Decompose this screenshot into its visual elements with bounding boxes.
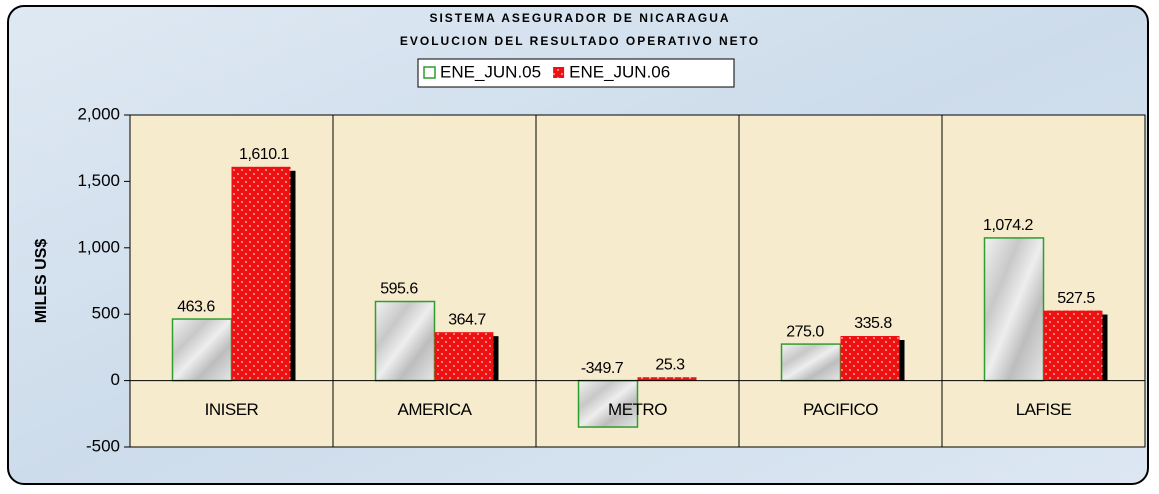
value-label: 364.7 xyxy=(448,311,486,328)
value-label: 275.0 xyxy=(786,323,824,340)
bar xyxy=(780,343,842,382)
value-label: 527.5 xyxy=(1057,290,1095,307)
x-tick-label: METRO xyxy=(608,400,667,419)
bar xyxy=(374,300,436,382)
y-tick-label: 500 xyxy=(92,304,120,323)
bar xyxy=(983,237,1045,382)
value-label: 335.8 xyxy=(854,315,892,332)
chart-title: SISTEMA ASEGURADOR DE NICARAGUA xyxy=(429,11,730,25)
x-tick-label: AMERICA xyxy=(398,400,473,419)
bar xyxy=(434,332,494,381)
value-label: 25.3 xyxy=(655,356,685,373)
legend xyxy=(417,58,735,88)
x-tick-label: PACIFICO xyxy=(803,400,878,419)
value-label: 595.6 xyxy=(380,281,418,298)
value-label: -349.7 xyxy=(581,360,624,377)
y-axis-label: MILES US$ xyxy=(33,239,50,324)
bar xyxy=(577,379,639,428)
legend-label: ENE_JUN.06 xyxy=(569,62,670,81)
legend-label: ENE_JUN.05 xyxy=(440,62,541,81)
bar xyxy=(1043,310,1103,381)
bar xyxy=(840,336,900,381)
legend-swatch xyxy=(423,66,436,79)
chart-subtitle: EVOLUCION DEL RESULTADO OPERATIVO NETO xyxy=(400,34,760,48)
legend-swatch xyxy=(553,67,565,78)
bar xyxy=(637,377,697,381)
value-label: 1,610.1 xyxy=(239,146,289,163)
value-label: 463.6 xyxy=(177,298,215,315)
y-tick-label: 1,500 xyxy=(77,171,120,190)
x-tick-label: LAFISE xyxy=(1016,400,1072,419)
y-tick-label: 2,000 xyxy=(77,104,120,123)
x-tick-label: INISER xyxy=(205,400,259,419)
value-label: 1,074.2 xyxy=(983,217,1033,234)
bar xyxy=(171,318,233,382)
y-tick-label: 1,000 xyxy=(77,237,120,256)
bar xyxy=(231,166,291,381)
y-tick-label: -500 xyxy=(86,436,120,455)
y-tick-label: 0 xyxy=(111,370,120,389)
